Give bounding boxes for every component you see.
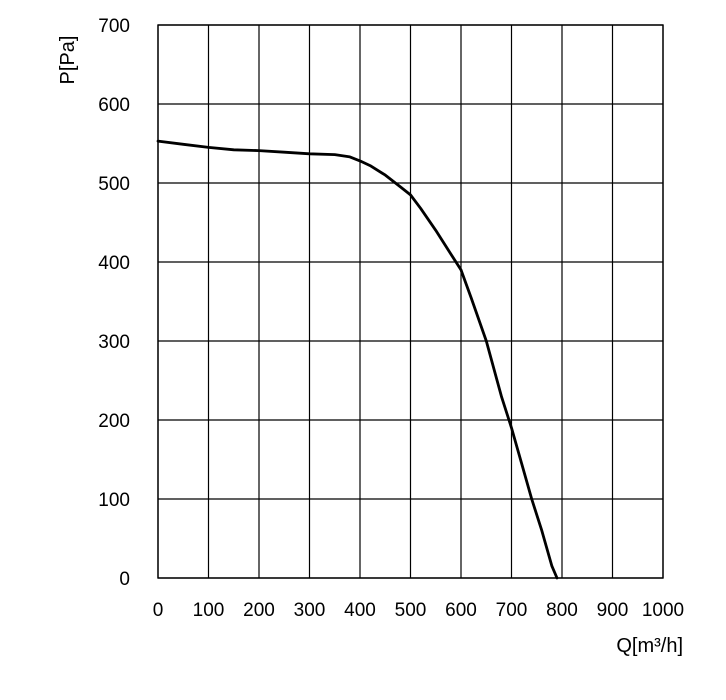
grid-lines [157,24,664,579]
x-tick-label-6: 600 [445,600,477,621]
x-tick-label-2: 200 [243,600,275,621]
series-layer [156,139,559,580]
y-tick-label-6: 600 [98,95,130,116]
x-tick-label-9: 900 [597,600,629,621]
x-tick-label-0: 0 [153,600,164,621]
y-tick-label-5: 500 [98,174,130,195]
x-tick-label-1: 100 [193,600,225,621]
y-tick-label-3: 300 [98,332,130,353]
x-axis-label: Q[m³/h] [616,635,683,657]
y-tick-labels: 0 100 200 300 400 500 600 700 [98,16,130,590]
x-tick-label-7: 700 [496,600,528,621]
x-tick-labels: 0 100 200 300 400 500 600 700 800 900 1000 [153,600,684,621]
y-axis-label: P[Pa] [57,36,79,85]
x-tick-label-4: 400 [344,600,376,621]
x-tick-label-3: 300 [294,600,326,621]
y-tick-label-7: 700 [98,16,130,37]
y-tick-label-4: 400 [98,253,130,274]
x-tick-label-10: 1000 [642,600,684,621]
x-tick-label-8: 800 [546,600,578,621]
y-tick-label-0: 0 [119,569,130,590]
x-tick-label-5: 500 [395,600,427,621]
y-tick-label-2: 200 [98,411,130,432]
plot-frame [157,24,664,579]
series-line-0 [156,139,559,580]
y-tick-label-1: 100 [98,490,130,511]
